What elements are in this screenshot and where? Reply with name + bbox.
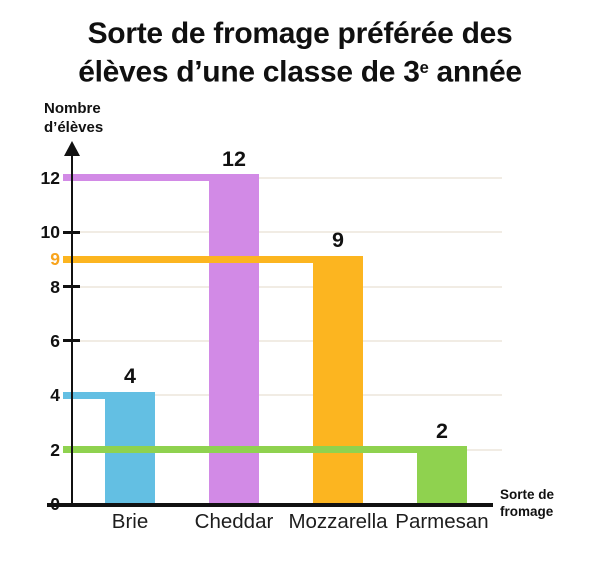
y-tick-label: 6 — [50, 330, 60, 351]
x-axis-line — [47, 502, 493, 507]
gridline — [72, 285, 502, 288]
superscript-e: e — [419, 59, 429, 77]
bar-value-label: 4 — [124, 364, 136, 389]
y-tick-label: 8 — [50, 276, 60, 297]
x-axis-title: Sorte de fromage — [500, 486, 554, 520]
category-label: Brie — [111, 510, 149, 533]
y-tick-label: 0 — [50, 494, 60, 514]
category-label: Mozzarella — [288, 510, 388, 533]
y-axis-title-line2: d’élèves — [44, 118, 104, 136]
value-line — [63, 391, 155, 399]
chart-title: Sorte de fromage préférée des élèves d’u… — [0, 16, 600, 89]
bar — [417, 449, 467, 504]
category-label: Cheddar — [194, 510, 274, 533]
gridline — [72, 231, 502, 234]
bar-value-label: 9 — [332, 228, 344, 253]
y-axis-title: Nombre d’élèves — [44, 100, 103, 137]
gridline — [72, 176, 502, 179]
chart-title-line2: élèves d’une classe de 3e année — [78, 55, 522, 89]
value-line — [63, 446, 467, 454]
y-tick-label: 10 — [40, 222, 60, 243]
bar-value-label: 2 — [436, 418, 448, 443]
value-line — [63, 174, 259, 182]
category-label: Parmesan — [395, 510, 489, 533]
bar — [209, 177, 259, 504]
x-axis-title-line2: fromage — [500, 504, 554, 519]
gridline — [72, 394, 502, 397]
y-tick-label: 2 — [50, 439, 60, 460]
chart-title-line1: Sorte de fromage préférée des — [87, 17, 513, 50]
bar-value-label: 12 — [222, 146, 246, 171]
y-axis-line — [70, 156, 74, 504]
y-axis-arrow-icon — [63, 141, 80, 156]
y-axis-title-line1: Nombre — [44, 100, 101, 117]
y-tick-label: 4 — [50, 385, 60, 406]
x-axis-title-line1: Sorte de — [500, 487, 555, 502]
y-tick-label: 9 — [50, 249, 60, 270]
y-tick-label: 12 — [40, 167, 60, 188]
value-line — [63, 255, 363, 263]
gridline — [72, 339, 502, 342]
bar — [313, 259, 363, 504]
